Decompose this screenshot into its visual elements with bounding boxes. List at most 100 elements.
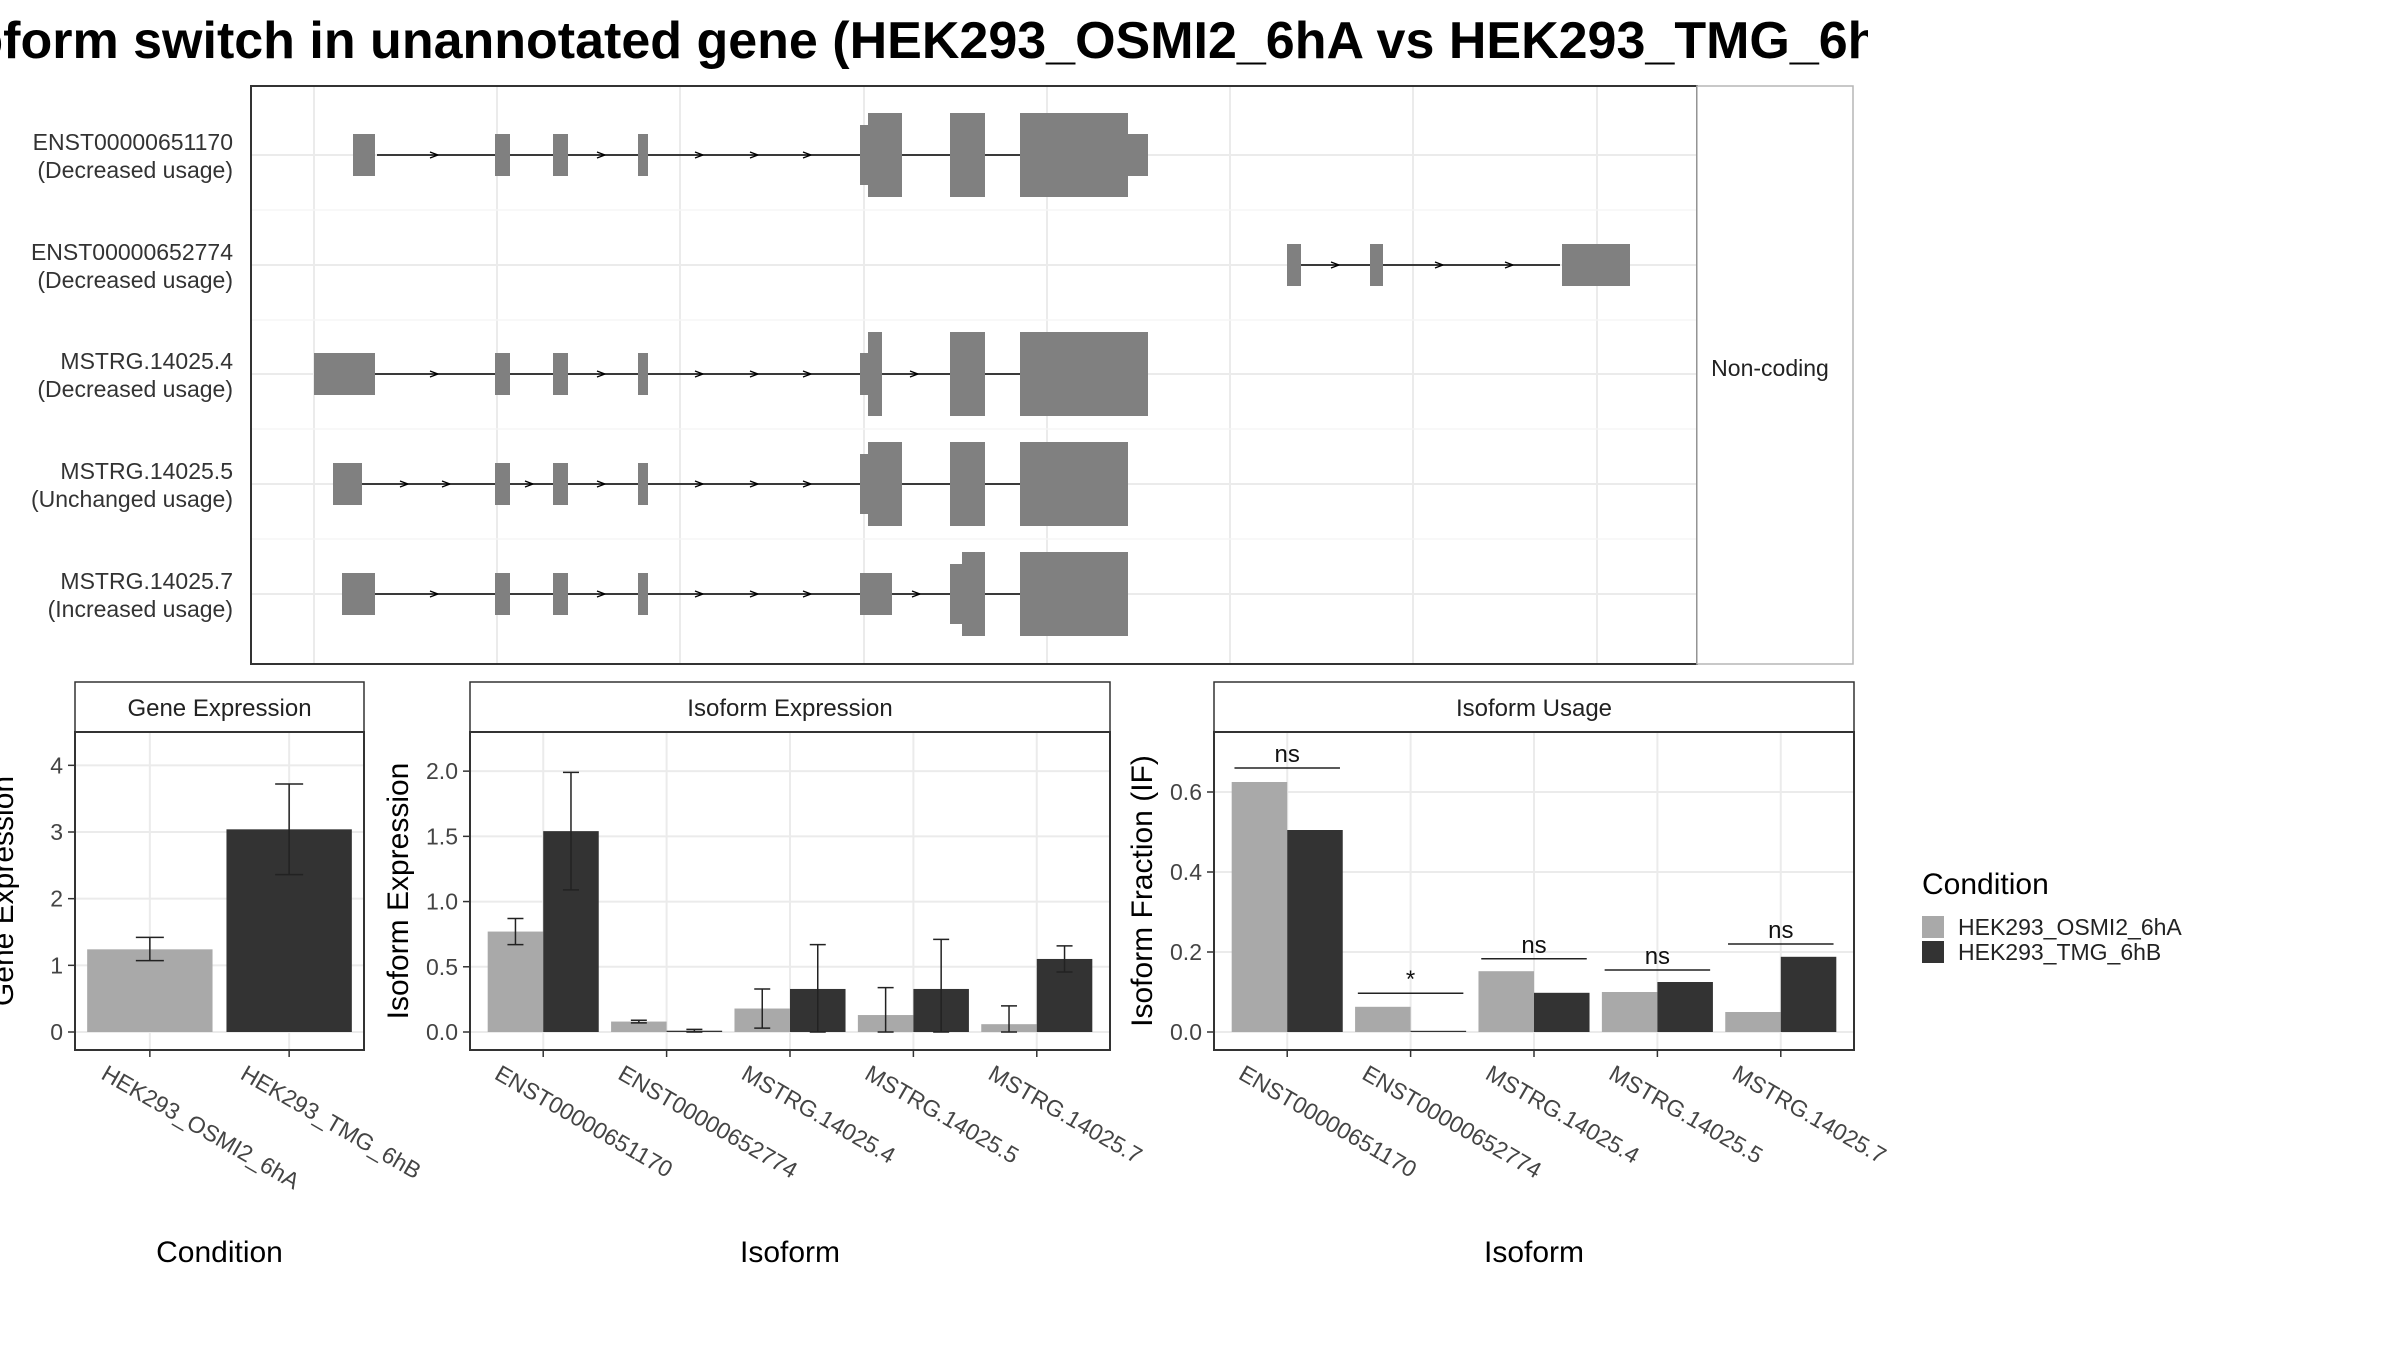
bar xyxy=(1657,982,1713,1032)
y-axis-title: Gene Expression xyxy=(0,776,20,1006)
intron-arrow xyxy=(694,151,705,159)
intron-arrow xyxy=(1330,261,1341,269)
x-axis-title: Condition xyxy=(156,1236,283,1269)
y-tick-label: 4 xyxy=(50,752,63,778)
bar xyxy=(87,949,213,1032)
exon-block xyxy=(495,353,510,395)
transcript-id: MSTRG.14025.4 xyxy=(60,348,233,374)
transcript-usage: (Decreased usage) xyxy=(37,157,233,183)
intron-arrow xyxy=(694,370,705,378)
figure-title: Isoform switch in unannotated gene (HEK2… xyxy=(0,12,1934,70)
intron-arrow xyxy=(524,480,535,488)
intron-arrow xyxy=(429,370,440,378)
legend-swatch-osmi xyxy=(1922,916,1944,938)
bar xyxy=(1355,1006,1411,1032)
intron-arrow xyxy=(429,151,440,159)
bar xyxy=(1780,956,1837,1032)
exon-block xyxy=(638,573,648,615)
intron-arrow xyxy=(399,480,410,488)
exon-block xyxy=(495,134,510,176)
legend-label-tmg: HEK293_TMG_6hB xyxy=(1958,939,2161,965)
exon-block xyxy=(860,454,868,514)
intron-arrow xyxy=(911,590,922,598)
y-tick-label: 1.0 xyxy=(426,889,458,915)
panel-frame xyxy=(1213,731,1855,1051)
legend-title: Condition xyxy=(1922,868,2049,901)
y-axis-title: Isoform Expression xyxy=(382,763,415,1020)
transcript-label: MSTRG.14025.4 (Decreased usage) xyxy=(37,348,233,402)
exon-block xyxy=(1128,134,1148,176)
intron-arrow xyxy=(802,151,813,159)
transcript-id: ENST00000652774 xyxy=(31,239,233,265)
gene-expression-panel: Gene Expression01234HEK293_OSMI2_6hAHEK2… xyxy=(0,681,426,1269)
transcript-usage: (Unchanged usage) xyxy=(31,486,233,512)
intron-arrow xyxy=(1504,261,1515,269)
transcript-usage: (Decreased usage) xyxy=(37,267,233,293)
exon-block xyxy=(860,573,892,615)
exon-block xyxy=(860,125,868,185)
significance-label: ns xyxy=(1645,943,1670,970)
exon-block xyxy=(553,573,568,615)
bar xyxy=(611,1021,667,1032)
transcript-id: ENST00000651170 xyxy=(33,129,233,155)
bar xyxy=(1601,992,1658,1032)
exon-block xyxy=(860,353,868,395)
exon-block xyxy=(950,564,962,624)
y-tick-label: 0.4 xyxy=(1170,859,1202,885)
exon-block xyxy=(353,134,375,176)
transcript-usage: (Decreased usage) xyxy=(37,376,233,402)
intron-arrow xyxy=(749,370,760,378)
structure-strip-label: Non-coding xyxy=(1711,355,1829,381)
panel-strip xyxy=(469,681,1111,733)
panel-frame xyxy=(74,731,365,1051)
intron-arrow xyxy=(441,480,452,488)
exon-block xyxy=(638,353,648,395)
y-tick-label: 0.5 xyxy=(426,954,458,980)
bar xyxy=(487,931,544,1032)
legend: Condition HEK293_OSMI2_6hA HEK293_TMG_6h… xyxy=(1922,868,2182,965)
intron-arrow xyxy=(802,480,813,488)
significance-label: ns xyxy=(1275,741,1300,768)
exon-block xyxy=(950,113,985,197)
transcript-structure-panel: ENST00000651170 (Decreased usage)ENST0000… xyxy=(31,85,1854,665)
transcript-usage: (Increased usage) xyxy=(48,596,233,622)
bar xyxy=(1410,1030,1467,1032)
bar xyxy=(1478,971,1534,1032)
y-tick-label: 0.2 xyxy=(1170,939,1202,965)
intron-arrow xyxy=(749,480,760,488)
significance-label: ns xyxy=(1521,932,1546,959)
exon-block xyxy=(1562,244,1630,286)
y-axis-title: Isoform Fraction (IF) xyxy=(1126,755,1159,1027)
intron-arrow xyxy=(429,590,440,598)
y-tick-label: 0.0 xyxy=(1170,1019,1202,1045)
exon-block xyxy=(553,353,568,395)
intron-arrow xyxy=(749,151,760,159)
bar xyxy=(1725,1012,1781,1032)
x-axis-title: Isoform xyxy=(1484,1236,1584,1269)
legend-label-osmi: HEK293_OSMI2_6hA xyxy=(1958,914,2182,940)
exon-block xyxy=(1020,332,1148,416)
panel-strip xyxy=(1213,681,1855,733)
exon-block xyxy=(950,442,985,526)
exon-block xyxy=(638,463,648,505)
exon-block xyxy=(868,113,902,197)
x-axis-title: Isoform xyxy=(740,1236,840,1269)
intron-arrow xyxy=(909,370,920,378)
exon-block xyxy=(1020,113,1128,197)
exon-block xyxy=(553,134,568,176)
intron-arrow xyxy=(749,590,760,598)
intron-arrow xyxy=(1434,261,1445,269)
exon-block xyxy=(553,463,568,505)
intron-arrow xyxy=(802,590,813,598)
transcript-label: ENST00000651170 (Decreased usage) xyxy=(33,129,233,183)
exon-block xyxy=(342,573,375,615)
exon-block xyxy=(950,332,985,416)
transcript-id: MSTRG.14025.5 xyxy=(60,458,233,484)
intron-arrow xyxy=(596,480,607,488)
y-tick-label: 2.0 xyxy=(426,758,458,784)
y-tick-label: 2 xyxy=(50,886,63,912)
structure-strip xyxy=(1696,85,1854,665)
panel-title: Gene Expression xyxy=(127,695,311,722)
exon-block xyxy=(868,442,902,526)
